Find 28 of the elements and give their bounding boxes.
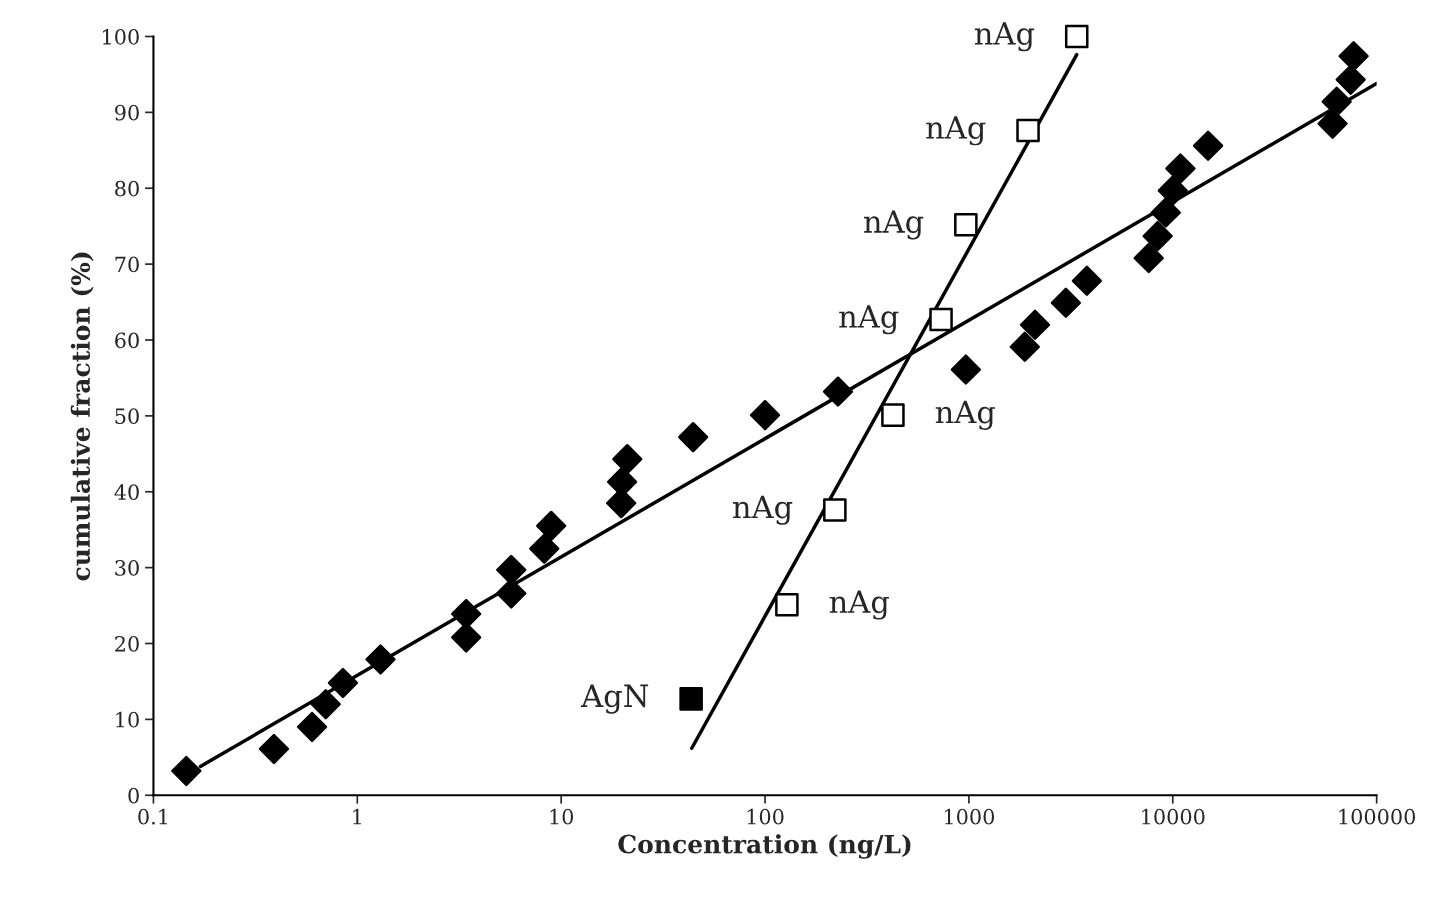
x-tick-label: 100 [747, 808, 784, 825]
y-tick-label: 0 [128, 787, 139, 804]
y-tick-label: 30 [115, 560, 139, 576]
y-tick-label: 10 [116, 711, 139, 728]
x-tick-label: 1000 [944, 808, 995, 825]
y-tick-label: 70 [115, 256, 139, 273]
x-tick-label: 100000 [1339, 808, 1416, 825]
annotation: nAg [839, 305, 899, 335]
y-tick-label: 20 [115, 635, 139, 652]
x-tick-label: 10 [550, 808, 574, 825]
x-tick-label: 1 [353, 808, 361, 825]
y-axis-title: cumulative fraction (%) [70, 252, 94, 581]
annotation: nAg [829, 590, 889, 620]
x-tick-label: 10000 [1142, 808, 1205, 825]
annotation: nAg [926, 116, 986, 146]
y-tick-label: 90 [115, 104, 139, 121]
annotation: nAg [732, 495, 793, 525]
annotation: nAg [863, 210, 924, 240]
y-tick-label: 50 [115, 408, 139, 425]
annotation: AgN [580, 684, 649, 714]
y-tick-label: 100 [103, 28, 139, 45]
x-tick-label: 0.1 [138, 808, 168, 825]
y-tick-label: 80 [115, 180, 139, 197]
annotation: nAg [974, 22, 1035, 52]
annotation: nAg [935, 400, 996, 430]
y-tick-label: 60 [115, 332, 139, 349]
y-tick-label: 40 [114, 484, 139, 500]
x-axis-title: Concentration (ng/L) [618, 834, 911, 859]
